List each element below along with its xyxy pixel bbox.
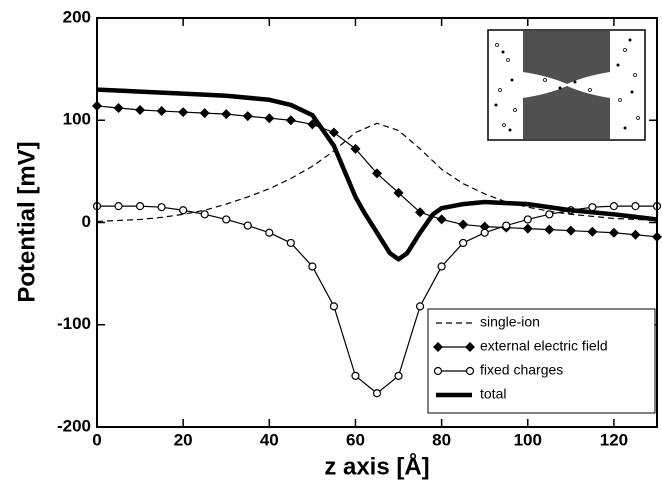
marker	[394, 371, 403, 380]
marker	[221, 109, 232, 120]
marker	[114, 202, 123, 211]
marker	[458, 219, 469, 230]
marker	[436, 214, 447, 225]
marker	[113, 102, 124, 113]
y-tick-label: 0	[82, 212, 91, 231]
marker	[178, 107, 189, 118]
x-tick-label: 120	[600, 430, 628, 449]
x-axis-label: z axis [Å]	[324, 452, 429, 480]
marker	[393, 187, 404, 198]
legend-label: fixed charges	[480, 362, 563, 378]
series-line	[96, 122, 658, 223]
marker	[479, 221, 490, 232]
marker	[609, 202, 619, 211]
marker	[351, 371, 360, 380]
marker	[264, 113, 275, 124]
y-tick-label: 200	[63, 7, 91, 26]
x-tick-label: 80	[432, 430, 451, 449]
y-tick-label: -200	[57, 416, 91, 435]
x-tick-label: 60	[346, 430, 365, 449]
x-tick-label: 100	[514, 430, 542, 449]
legend-label: single-ion	[480, 314, 540, 330]
legend-marker	[465, 366, 475, 376]
marker	[522, 223, 533, 234]
marker	[179, 206, 188, 215]
marker	[200, 210, 209, 219]
legend-label: external electric field	[480, 338, 608, 354]
x-tick-label: 20	[174, 430, 193, 449]
series-line	[96, 87, 658, 262]
marker	[329, 302, 339, 311]
marker	[415, 302, 425, 311]
marker	[630, 229, 641, 240]
y-tick-label: 100	[63, 110, 91, 129]
marker	[242, 111, 253, 122]
marker	[243, 221, 252, 230]
inset	[487, 29, 646, 141]
marker	[157, 203, 166, 212]
marker	[265, 228, 274, 237]
marker	[608, 227, 619, 238]
marker	[285, 115, 296, 126]
marker	[350, 143, 361, 154]
marker	[545, 210, 554, 219]
marker	[588, 203, 597, 212]
marker	[328, 127, 339, 138]
x-tick-label: 40	[260, 430, 279, 449]
marker	[480, 228, 489, 237]
marker	[437, 262, 446, 271]
marker	[308, 262, 317, 271]
y-tick-label: -100	[57, 314, 91, 333]
marker	[286, 238, 295, 248]
legend-marker	[465, 342, 475, 352]
marker	[372, 168, 382, 179]
marker	[222, 215, 231, 224]
marker	[156, 106, 167, 117]
marker	[502, 221, 511, 230]
marker	[565, 225, 576, 236]
marker	[459, 238, 468, 248]
marker	[199, 108, 210, 119]
legend-label: total	[480, 386, 506, 402]
legend-marker	[433, 366, 443, 376]
marker	[135, 202, 145, 211]
y-axis-label: Potential [mV]	[13, 141, 40, 302]
legend-marker	[433, 342, 443, 352]
marker	[135, 105, 146, 116]
marker	[587, 226, 598, 237]
marker	[544, 224, 555, 235]
plot-frame	[96, 17, 658, 428]
marker	[415, 207, 426, 218]
marker	[372, 389, 382, 398]
x-tick-label: 0	[92, 430, 101, 449]
marker	[631, 202, 640, 211]
marker	[523, 215, 532, 224]
